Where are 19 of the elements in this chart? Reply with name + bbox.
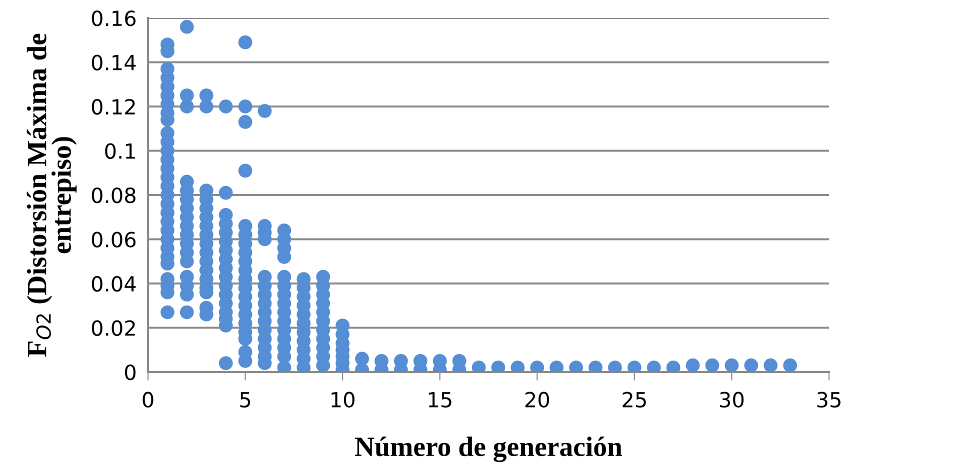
x-tick-label: 10 bbox=[332, 392, 354, 408]
y-tick-label: 0.14 bbox=[92, 54, 136, 70]
x-tick-label: 25 bbox=[622, 392, 646, 408]
x-tick-label: 20 bbox=[525, 392, 550, 408]
y-tick-label: 0.08 bbox=[92, 187, 136, 204]
x-tick-label: 30 bbox=[720, 392, 744, 408]
y-tick-label: 0.04 bbox=[92, 276, 136, 292]
y-tick-label: 0 bbox=[125, 364, 136, 380]
y-tick-label: 0.06 bbox=[92, 232, 136, 248]
x-tick-label: 5 bbox=[240, 392, 250, 408]
y-tick-label: 0.02 bbox=[92, 320, 135, 336]
y-tick-label: 0.12 bbox=[92, 98, 135, 115]
y-tick-label: 0.16 bbox=[92, 10, 136, 26]
y-tick-label: 0.1 bbox=[105, 143, 135, 159]
x-tick-label: 15 bbox=[428, 392, 452, 408]
x-tick-label: 35 bbox=[817, 392, 840, 408]
y-axis-title: F$_{O2}$ (Distorsión Máxima de entrepiso) bbox=[26, 34, 77, 357]
x-axis-title: Número de generación bbox=[355, 436, 622, 462]
x-tick-label: 0 bbox=[142, 392, 154, 408]
